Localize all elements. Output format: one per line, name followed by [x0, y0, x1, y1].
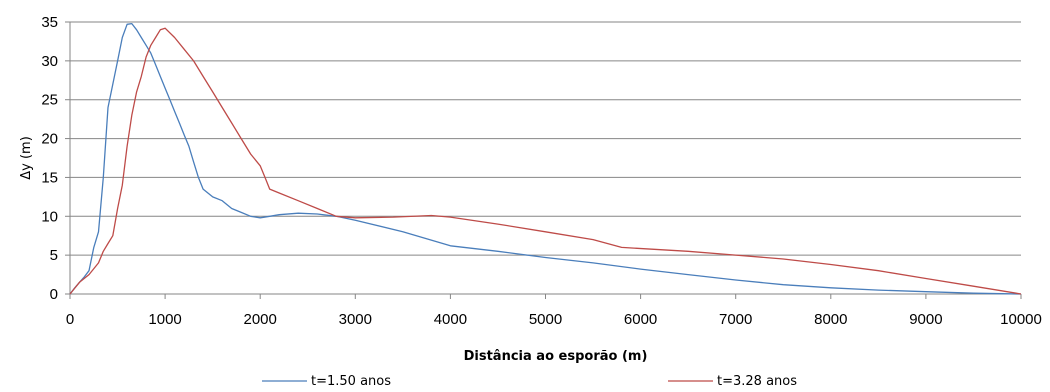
y-tick-label: 35	[41, 14, 58, 31]
y-tick-label: 25	[41, 92, 58, 109]
x-tick-labels: 0 1000 2000 3000 4000 5000 6000 7000 8000 9000 100…	[66, 294, 1042, 328]
y-tick-label: 20	[41, 131, 58, 148]
y-tick-label: 5	[50, 247, 58, 264]
x-axis-title: Distância ao esporão (m)	[464, 349, 648, 364]
series-line-1	[69, 22, 1022, 295]
y-axis-title: Δy (m)	[19, 136, 34, 180]
x-tick-label: 5000	[529, 311, 562, 328]
x-tick-label: 10000	[1000, 311, 1042, 328]
x-tick-label: 8000	[814, 311, 847, 328]
y-tick-label: 30	[41, 53, 58, 70]
x-tick-label: 3000	[339, 311, 372, 328]
legend: t=1.50 anos t=3.28 anos	[262, 374, 797, 389]
y-tick-label: 15	[41, 169, 58, 186]
legend-label-1: t=1.50 anos	[311, 374, 391, 389]
x-tick-label: 2000	[244, 311, 277, 328]
x-tick-label: 6000	[624, 311, 657, 328]
grid-lines	[70, 21, 1021, 256]
y-tick-label: 10	[41, 208, 58, 225]
y-tick-label: 0	[50, 286, 58, 303]
series-line-2	[69, 27, 1022, 295]
x-tick-label: 0	[66, 311, 74, 328]
x-tick-label: 9000	[909, 311, 942, 328]
series-lines	[69, 22, 1022, 295]
x-tick-label: 1000	[148, 311, 181, 328]
x-tick-label: 4000	[434, 311, 467, 328]
legend-label-2: t=3.28 anos	[717, 374, 797, 389]
x-tick-label: 7000	[719, 311, 752, 328]
y-tick-labels: 0 5 10 15 20 25 30 35	[41, 14, 70, 303]
